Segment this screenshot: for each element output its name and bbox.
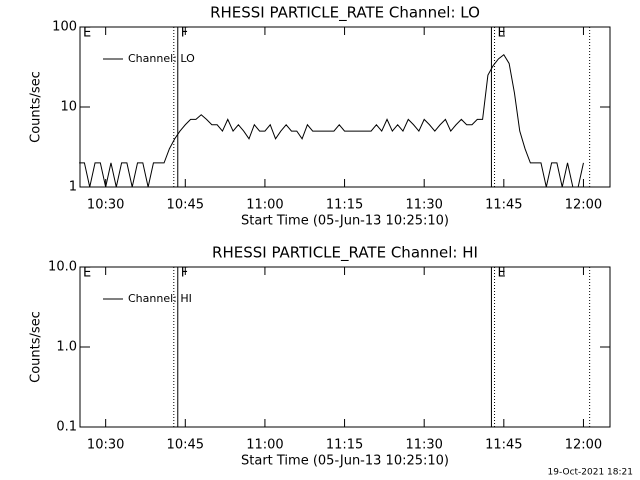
y-tick-label: 1.0 — [56, 340, 77, 355]
x-tick-label: 12:00 — [565, 438, 602, 453]
y-tick-label: 100 — [52, 20, 77, 35]
y-axis-label: Counts/sec — [29, 71, 44, 143]
y-tick-label: 0.1 — [56, 420, 77, 435]
x-tick-label: 11:15 — [326, 438, 363, 453]
footer: 19-Oct-2021 18:21 — [548, 468, 633, 478]
chart-title: RHESSI PARTICLE_RATE Channel: HI — [212, 244, 478, 263]
x-tick-label: 11:45 — [485, 198, 522, 213]
x-tick-label: 10:45 — [167, 438, 204, 453]
legend-label: Channel: HI — [128, 292, 192, 305]
y-tick-label: 10.0 — [48, 260, 77, 275]
marker-label: E — [498, 266, 506, 281]
marker-label: E — [83, 26, 91, 41]
x-tick-label: 10:45 — [167, 198, 204, 213]
y-axis-label: Counts/sec — [29, 311, 44, 383]
y-tick-label: 1 — [69, 180, 77, 195]
x-tick-label: 10:30 — [87, 198, 124, 213]
y-tick-label: 10 — [60, 100, 77, 115]
data-line — [79, 54, 584, 188]
marker-label: E — [498, 26, 506, 41]
chart-title: RHESSI PARTICLE_RATE Channel: LO — [210, 4, 480, 23]
marker-label: F — [181, 26, 188, 41]
x-axis-label: Start Time (05-Jun-13 10:25:10) — [241, 454, 449, 469]
legend-label: Channel: LO — [128, 52, 195, 65]
marker-label: F — [181, 266, 188, 281]
x-tick-label: 11:00 — [246, 438, 283, 453]
x-tick-label: 11:30 — [405, 198, 442, 213]
x-axis-label: Start Time (05-Jun-13 10:25:10) — [241, 214, 449, 229]
x-tick-label: 10:30 — [87, 438, 124, 453]
x-tick-label: 11:15 — [326, 198, 363, 213]
x-tick-label: 11:30 — [405, 438, 442, 453]
x-tick-label: 11:00 — [246, 198, 283, 213]
x-tick-label: 12:00 — [565, 198, 602, 213]
x-tick-label: 11:45 — [485, 438, 522, 453]
marker-label: E — [83, 266, 91, 281]
